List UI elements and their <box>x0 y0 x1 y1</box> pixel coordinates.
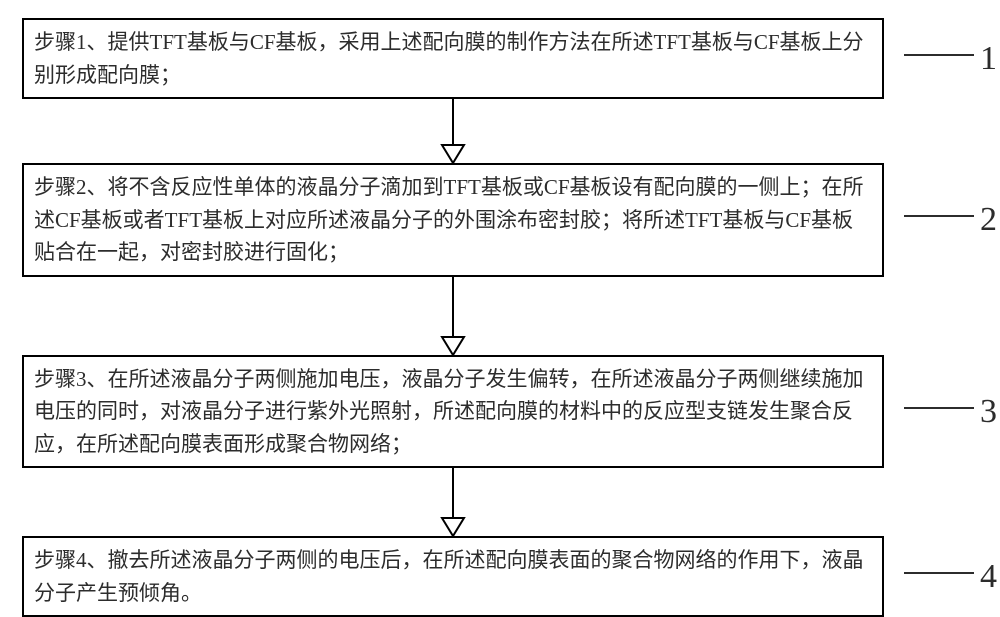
step-text-1: 步骤1、提供TFT基板与CF基板，采用上述配向膜的制作方法在所述TFT基板与CF… <box>34 30 864 87</box>
step-label-1: 1 <box>980 40 997 78</box>
step-label-3: 3 <box>980 393 997 431</box>
arrow-down-icon <box>0 277 1000 355</box>
connector-3 <box>0 468 1000 536</box>
step-box-3: 步骤3、在所述液晶分子两侧施加电压，液晶分子发生偏转，在所述液晶分子两侧继续施加… <box>22 355 884 469</box>
connector-1 <box>0 99 1000 163</box>
label-dash-3 <box>904 407 974 409</box>
flow-row-1: 步骤1、提供TFT基板与CF基板，采用上述配向膜的制作方法在所述TFT基板与CF… <box>0 18 1000 99</box>
label-dash-1 <box>904 54 974 56</box>
flow-row-2: 步骤2、将不含反应性单体的液晶分子滴加到TFT基板或CF基板设有配向膜的一侧上；… <box>0 163 1000 277</box>
step-text-4: 步骤4、撤去所述液晶分子两侧的电压后，在所述配向膜表面的聚合物网络的作用下，液晶… <box>34 548 864 605</box>
label-dash-2 <box>904 215 974 217</box>
step-box-4: 步骤4、撤去所述液晶分子两侧的电压后，在所述配向膜表面的聚合物网络的作用下，液晶… <box>22 536 884 617</box>
step-label-4: 4 <box>980 558 997 596</box>
arrow-down-icon <box>0 99 1000 163</box>
step-label-col-4: 4 <box>884 558 997 596</box>
step-label-2: 2 <box>980 201 997 239</box>
flow-row-4: 步骤4、撤去所述液晶分子两侧的电压后，在所述配向膜表面的聚合物网络的作用下，液晶… <box>0 536 1000 617</box>
step-label-col-1: 1 <box>884 40 997 78</box>
flow-row-3: 步骤3、在所述液晶分子两侧施加电压，液晶分子发生偏转，在所述液晶分子两侧继续施加… <box>0 355 1000 469</box>
step-box-2: 步骤2、将不含反应性单体的液晶分子滴加到TFT基板或CF基板设有配向膜的一侧上；… <box>22 163 884 277</box>
arrow-down-icon <box>0 468 1000 536</box>
step-label-col-3: 3 <box>884 393 997 431</box>
step-text-2: 步骤2、将不含反应性单体的液晶分子滴加到TFT基板或CF基板设有配向膜的一侧上；… <box>34 175 864 264</box>
step-box-1: 步骤1、提供TFT基板与CF基板，采用上述配向膜的制作方法在所述TFT基板与CF… <box>22 18 884 99</box>
step-text-3: 步骤3、在所述液晶分子两侧施加电压，液晶分子发生偏转，在所述液晶分子两侧继续施加… <box>34 367 864 456</box>
connector-2 <box>0 277 1000 355</box>
label-dash-4 <box>904 572 974 574</box>
step-label-col-2: 2 <box>884 201 997 239</box>
